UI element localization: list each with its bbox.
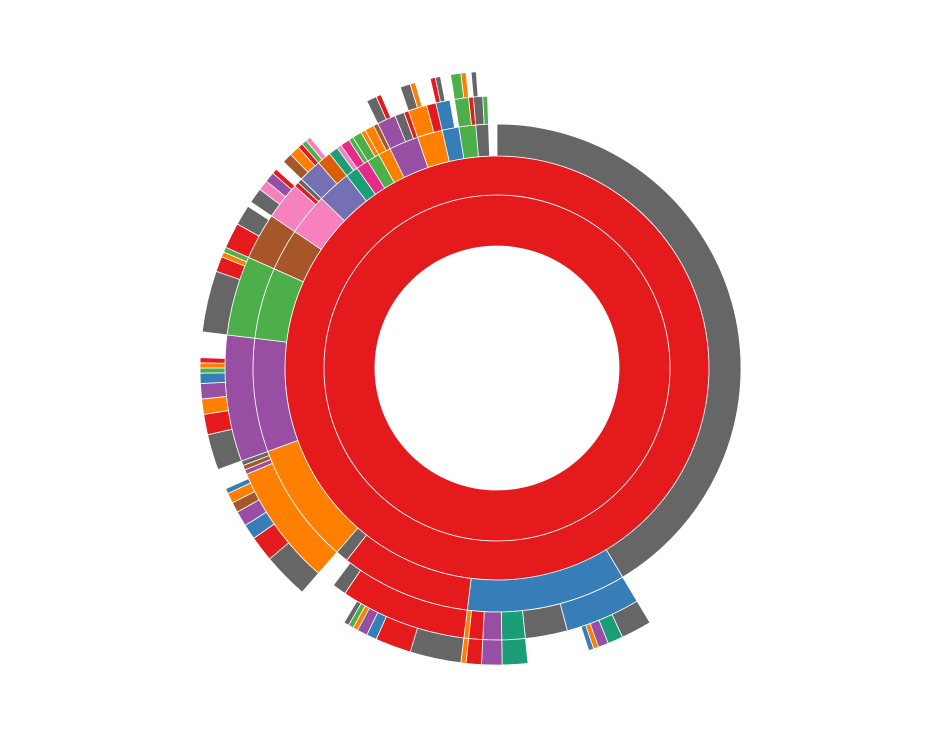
sunburst-segment (434, 75, 446, 103)
sunburst-segment (323, 194, 671, 542)
sunburst-segment (470, 71, 479, 98)
sunburst-segment (332, 562, 362, 595)
sunburst-segment (199, 372, 226, 384)
sunburst-segment (199, 381, 227, 400)
sunburst-segment (343, 600, 362, 626)
sunburst-segment (501, 638, 529, 666)
sunburst-segment (409, 82, 423, 109)
sunburst-segment (199, 362, 226, 369)
sunburst-segment (500, 610, 526, 641)
sunburst-segment (481, 639, 503, 666)
sunburst-segment (199, 367, 226, 374)
sunburst-segment (305, 136, 327, 161)
sunburst-segment (580, 624, 595, 651)
sunburst-segment (225, 478, 252, 495)
sunburst-segment (199, 357, 226, 364)
sunburst-segment (236, 205, 270, 237)
sunburst-segment (482, 611, 503, 641)
sunburst-segment (375, 94, 392, 121)
sunburst-segment (475, 123, 491, 158)
sunburst-segment (482, 95, 489, 125)
